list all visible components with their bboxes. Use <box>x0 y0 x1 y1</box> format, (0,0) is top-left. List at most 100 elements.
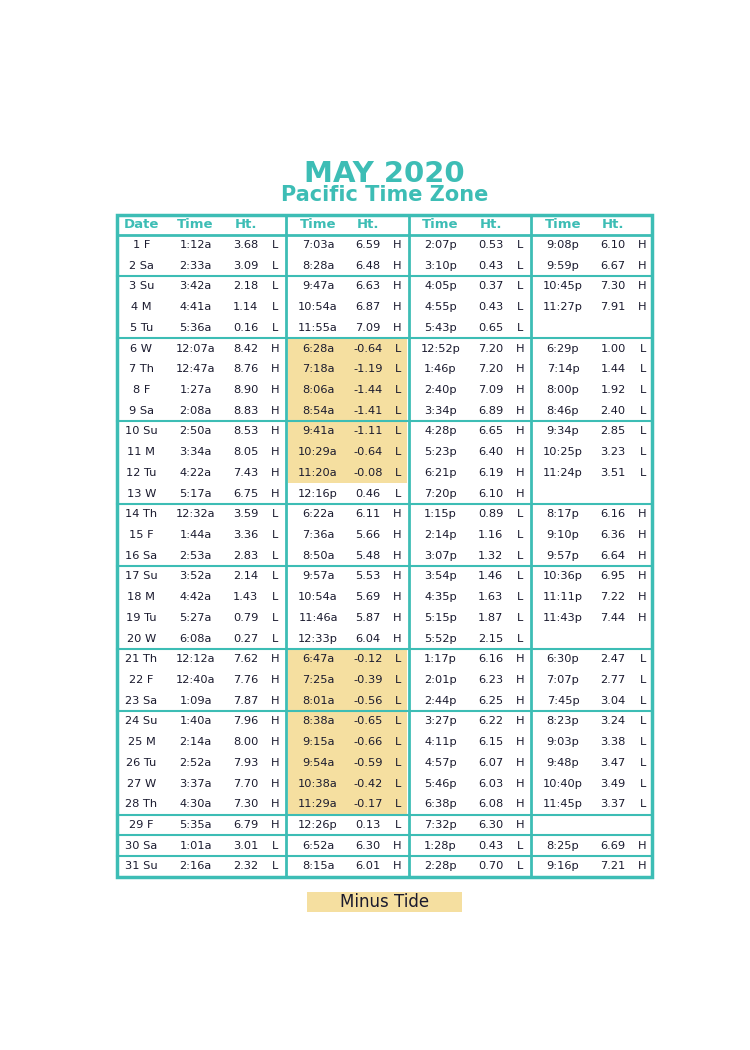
Text: 4:22a: 4:22a <box>179 468 212 478</box>
Text: 6.19: 6.19 <box>478 468 503 478</box>
Text: 20 W: 20 W <box>127 633 156 644</box>
Text: 8.90: 8.90 <box>233 385 258 395</box>
Text: L: L <box>640 343 646 354</box>
Text: 4 M: 4 M <box>131 302 152 312</box>
Bar <box>289 442 406 462</box>
Text: L: L <box>394 364 400 374</box>
Bar <box>117 214 652 877</box>
Text: 8:01a: 8:01a <box>302 696 334 706</box>
Text: 2:07p: 2:07p <box>424 240 457 250</box>
Text: 8:23p: 8:23p <box>547 716 579 727</box>
Bar <box>289 400 406 421</box>
Text: 1.44: 1.44 <box>601 364 625 374</box>
Bar <box>289 421 406 442</box>
Text: L: L <box>517 550 524 561</box>
Text: 7:36a: 7:36a <box>302 530 334 540</box>
Text: 9:15a: 9:15a <box>302 737 334 748</box>
Text: 1.63: 1.63 <box>478 592 503 602</box>
Text: 6.87: 6.87 <box>356 302 381 312</box>
Text: 11:55a: 11:55a <box>298 322 338 333</box>
Text: 1:15p: 1:15p <box>424 509 457 520</box>
Text: H: H <box>271 447 280 457</box>
Text: H: H <box>393 571 402 582</box>
Text: 6.64: 6.64 <box>601 550 625 561</box>
Text: L: L <box>517 592 524 602</box>
Text: H: H <box>393 592 402 602</box>
Bar <box>289 380 406 400</box>
Text: L: L <box>517 633 524 644</box>
Text: 3.49: 3.49 <box>600 778 625 789</box>
Text: L: L <box>640 799 646 810</box>
Text: L: L <box>394 696 400 706</box>
Text: L: L <box>394 405 400 416</box>
Text: 3.09: 3.09 <box>233 260 258 271</box>
Text: 3:52a: 3:52a <box>179 571 212 582</box>
Text: -0.64: -0.64 <box>353 343 382 354</box>
Text: 12:07a: 12:07a <box>176 343 215 354</box>
Text: L: L <box>640 737 646 748</box>
Text: 4:41a: 4:41a <box>179 302 212 312</box>
Text: 2.15: 2.15 <box>478 633 503 644</box>
Text: 6.01: 6.01 <box>356 861 381 872</box>
Text: 6.30: 6.30 <box>478 820 503 830</box>
Text: 1.92: 1.92 <box>600 385 625 395</box>
Text: 11:45p: 11:45p <box>543 799 583 810</box>
Text: -0.42: -0.42 <box>353 778 382 789</box>
Text: 9:34p: 9:34p <box>547 426 579 437</box>
Text: 0.53: 0.53 <box>478 240 503 250</box>
Text: 7:07p: 7:07p <box>547 675 580 685</box>
Text: 8:00p: 8:00p <box>547 385 580 395</box>
Text: 2.18: 2.18 <box>233 281 258 291</box>
Text: 7 Th: 7 Th <box>129 364 154 374</box>
Text: 4:05p: 4:05p <box>424 281 457 291</box>
Text: 25 M: 25 M <box>128 737 155 748</box>
Text: 5.66: 5.66 <box>356 530 380 540</box>
Text: L: L <box>272 530 278 540</box>
Text: 8:06a: 8:06a <box>302 385 334 395</box>
Text: H: H <box>516 343 524 354</box>
Text: 3.37: 3.37 <box>600 799 625 810</box>
Text: -0.56: -0.56 <box>353 696 382 706</box>
Text: 5:15p: 5:15p <box>424 613 457 623</box>
Text: 3:07p: 3:07p <box>424 550 457 561</box>
Text: 11:27p: 11:27p <box>543 302 583 312</box>
Text: 4:35p: 4:35p <box>424 592 457 602</box>
Text: 6.63: 6.63 <box>356 281 380 291</box>
Text: L: L <box>640 364 646 374</box>
Text: L: L <box>517 322 524 333</box>
Text: 6:38p: 6:38p <box>424 799 457 810</box>
Text: 6.69: 6.69 <box>601 841 625 851</box>
Text: 2:40p: 2:40p <box>424 385 457 395</box>
Text: 9:41a: 9:41a <box>302 426 334 437</box>
Text: H: H <box>393 861 402 872</box>
Text: 8.00: 8.00 <box>233 737 258 748</box>
Text: 6 W: 6 W <box>130 343 152 354</box>
Text: 7.70: 7.70 <box>233 778 258 789</box>
Text: 7:25a: 7:25a <box>302 675 334 685</box>
Text: 8.76: 8.76 <box>233 364 258 374</box>
Text: L: L <box>517 260 524 271</box>
Text: 6.89: 6.89 <box>478 405 503 416</box>
Text: 7.62: 7.62 <box>233 654 258 665</box>
Text: 7.96: 7.96 <box>233 716 258 727</box>
Text: L: L <box>272 281 278 291</box>
Text: 2:01p: 2:01p <box>424 675 457 685</box>
Text: 14 Th: 14 Th <box>125 509 158 520</box>
Text: H: H <box>516 385 524 395</box>
Text: H: H <box>516 758 524 768</box>
Bar <box>289 462 406 483</box>
Text: -1.44: -1.44 <box>353 385 382 395</box>
Text: 12:40a: 12:40a <box>176 675 215 685</box>
Text: H: H <box>638 613 647 623</box>
Text: L: L <box>394 385 400 395</box>
Text: H: H <box>516 426 524 437</box>
Text: H: H <box>516 447 524 457</box>
Text: 1.87: 1.87 <box>478 613 503 623</box>
Text: H: H <box>271 799 280 810</box>
Text: 1:27a: 1:27a <box>179 385 212 395</box>
Text: L: L <box>640 696 646 706</box>
Text: H: H <box>271 654 280 665</box>
Text: H: H <box>393 281 402 291</box>
Text: H: H <box>516 364 524 374</box>
Text: 3.23: 3.23 <box>600 447 625 457</box>
